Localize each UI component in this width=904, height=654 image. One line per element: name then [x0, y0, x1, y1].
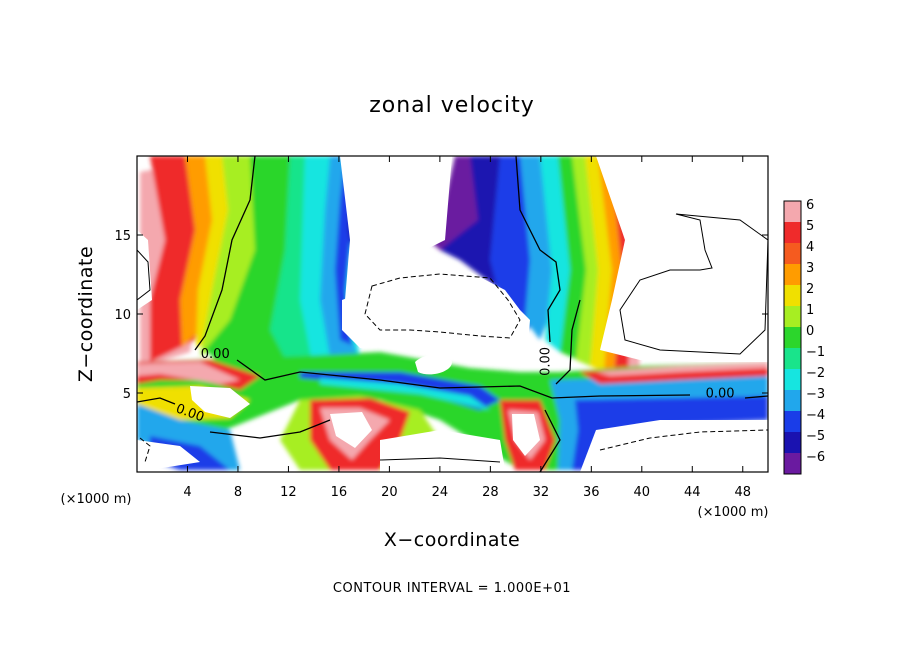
colorbar-tick-label: 5 — [806, 219, 814, 234]
colorbar-swatch — [784, 369, 801, 391]
x-tick-label: 44 — [684, 485, 701, 500]
x-tick-label: 24 — [432, 485, 449, 500]
contour-label-text: 0.00 — [539, 347, 554, 376]
x-unit-left: (×1000 m) — [61, 492, 132, 507]
x-tick-label: 48 — [734, 485, 751, 500]
colorbar-swatch — [784, 432, 801, 454]
contour-labels: 0.000.000.000.00 — [174, 347, 735, 425]
x-tick-label: 20 — [381, 485, 398, 500]
colorbar-tick-label: 4 — [806, 240, 814, 255]
contour-label: 0.00 — [706, 387, 735, 402]
colorbar-swatch — [784, 285, 801, 307]
x-axis-ticks: 4 8 12 16 20 24 28 32 36 40 44 48 — [183, 156, 751, 500]
y-axis-label: Z−coordinate — [75, 246, 97, 382]
y-tick-label: 15 — [114, 229, 131, 244]
y-tick-label: 5 — [123, 387, 131, 402]
chart-title: zonal velocity — [369, 93, 535, 118]
contour-label: 0.00 — [201, 347, 230, 362]
colorbar-tick-label: −3 — [806, 387, 825, 402]
colorbar-frame — [783, 200, 802, 475]
velocity-field — [137, 156, 768, 472]
x-tick-label: 32 — [533, 485, 550, 500]
x-tick-label: 40 — [634, 485, 651, 500]
x-tick-label: 16 — [331, 485, 348, 500]
colorbar-tick-label: −6 — [806, 450, 825, 465]
x-tick-label: 8 — [234, 485, 242, 500]
colorbar-tick-label: 3 — [806, 261, 814, 276]
colorbar-tick-label: −1 — [806, 345, 825, 360]
x-tick-label: 36 — [583, 485, 600, 500]
contour-label-text: 0.00 — [201, 347, 230, 362]
colorbar-tick-label: 2 — [806, 282, 814, 297]
colorbar-tick-label: 6 — [806, 198, 814, 213]
contour-interval-note: CONTOUR INTERVAL = 1.000E+01 — [333, 581, 571, 596]
contour-label: 0.00 — [539, 347, 554, 376]
x-tick-label: 28 — [482, 485, 499, 500]
colorbar-swatch — [784, 201, 801, 223]
colorbar — [783, 200, 802, 475]
y-axis-ticks: 5 10 15 — [114, 229, 768, 402]
colorbar-swatch — [784, 348, 801, 370]
colorbar-swatch — [784, 306, 801, 328]
contour-label-text: 0.00 — [706, 387, 735, 402]
colorbar-swatch — [784, 264, 801, 286]
colorbar-swatch — [784, 411, 801, 433]
x-axis-label: X−coordinate — [384, 529, 520, 551]
colorbar-swatch — [784, 243, 801, 265]
colorbar-swatch — [784, 222, 801, 244]
colorbar-swatch — [784, 390, 801, 412]
colorbar-tick-label: 0 — [806, 324, 814, 339]
x-tick-label: 12 — [280, 485, 297, 500]
colorbar-swatch — [784, 327, 801, 349]
x-unit-right: (×1000 m) — [698, 505, 769, 520]
colorbar-tick-label: −4 — [806, 408, 825, 423]
y-tick-label: 10 — [114, 308, 131, 323]
colorbar-tick-label: −5 — [806, 429, 825, 444]
colorbar-swatch — [784, 453, 801, 475]
colorbar-ticks: 6 5 4 3 2 1 0 −1 −2 −3 −4 −5 −6 — [806, 198, 825, 465]
x-tick-label: 4 — [183, 485, 191, 500]
colorbar-tick-label: 1 — [806, 303, 814, 318]
colorbar-tick-label: −2 — [806, 366, 825, 381]
